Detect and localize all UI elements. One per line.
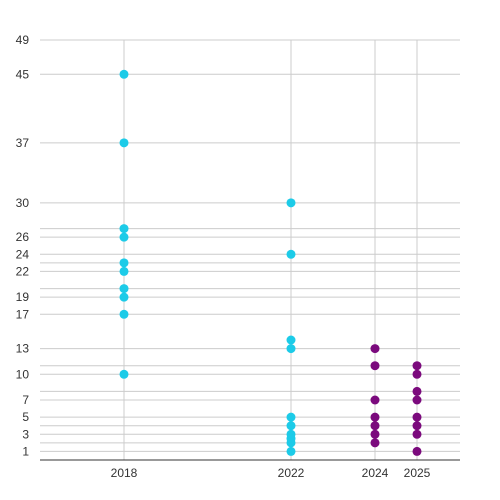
scatter-point bbox=[370, 395, 380, 405]
scatter-point bbox=[286, 249, 296, 259]
scatter-point bbox=[119, 284, 129, 294]
scatter-point bbox=[119, 266, 129, 276]
scatter-point bbox=[119, 232, 129, 242]
scatter-point bbox=[370, 344, 380, 354]
scatter-point bbox=[119, 369, 129, 379]
grid-layer bbox=[40, 39, 460, 460]
y-tick-label: 37 bbox=[16, 136, 30, 150]
scatter-point bbox=[286, 446, 296, 456]
scatter-point bbox=[370, 421, 380, 431]
scatter-point bbox=[412, 412, 422, 422]
scatter-point bbox=[370, 429, 380, 439]
y-tick-label: 19 bbox=[16, 290, 30, 304]
scatter-point bbox=[370, 438, 380, 448]
y-tick-label: 49 bbox=[16, 33, 30, 47]
scatter-point bbox=[412, 361, 422, 371]
y-tick-label: 3 bbox=[22, 427, 29, 441]
y-tick-label: 22 bbox=[16, 264, 30, 278]
y-tick-label: 17 bbox=[16, 307, 30, 321]
scatter-point bbox=[119, 224, 129, 234]
y-tick-label: 30 bbox=[16, 196, 30, 210]
scatter-point bbox=[412, 446, 422, 456]
scatter-point bbox=[286, 198, 296, 208]
y-tick-label: 13 bbox=[16, 342, 30, 356]
y-tick-label: 45 bbox=[16, 67, 30, 81]
scatter-point bbox=[286, 335, 296, 345]
scatter-point bbox=[286, 421, 296, 431]
scatter-point bbox=[286, 344, 296, 354]
scatter-point bbox=[119, 138, 129, 148]
scatter-point bbox=[412, 395, 422, 405]
scatter-point bbox=[119, 292, 129, 302]
y-tick-label: 5 bbox=[22, 410, 29, 424]
x-tick-label: 2024 bbox=[362, 466, 389, 480]
y-tick-label: 7 bbox=[22, 393, 29, 407]
scatter-point bbox=[412, 429, 422, 439]
scatter-point bbox=[286, 438, 296, 448]
y-tick-label: 26 bbox=[16, 230, 30, 244]
scatter-point bbox=[370, 361, 380, 371]
scatter-point bbox=[119, 69, 129, 79]
scatter-point bbox=[119, 258, 129, 268]
scatter-point bbox=[370, 412, 380, 422]
x-tick-label: 2018 bbox=[111, 466, 138, 480]
scatter-point bbox=[412, 421, 422, 431]
y-tick-label: 24 bbox=[16, 247, 30, 261]
y-tick-label: 10 bbox=[16, 367, 30, 381]
scatter-point bbox=[412, 386, 422, 396]
x-tick-label: 2025 bbox=[404, 466, 431, 480]
scatter-point bbox=[286, 412, 296, 422]
y-tick-label: 1 bbox=[22, 444, 29, 458]
scatter-point bbox=[119, 309, 129, 319]
points-layer bbox=[119, 69, 422, 456]
scatter-point bbox=[412, 369, 422, 379]
x-tick-label: 2022 bbox=[278, 466, 305, 480]
